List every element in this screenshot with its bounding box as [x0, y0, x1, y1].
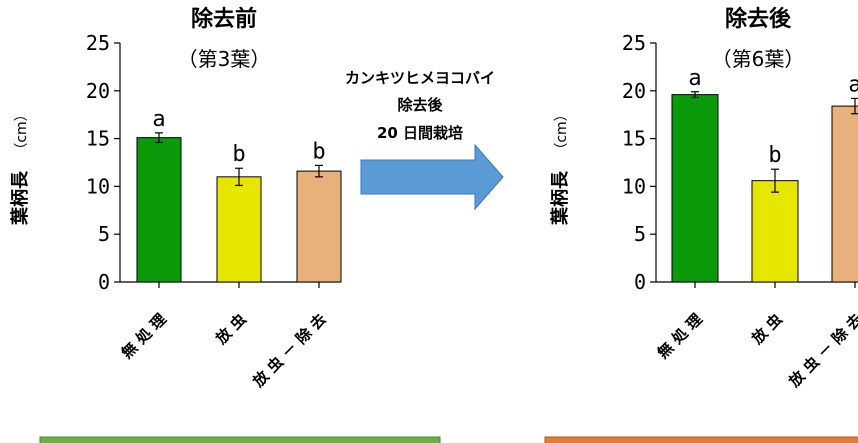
y-axis-label: 葉柄長	[550, 170, 571, 226]
removal-arrow-annotation: カンキツヒメヨコバイ 除去後 20 日間栽培	[345, 69, 504, 211]
bar	[671, 94, 719, 283]
y-tick-label: 0	[98, 270, 110, 294]
chart-subtitle: （第3葉）	[178, 47, 271, 71]
x-tick-label: 放 虫	[747, 310, 785, 348]
bar	[296, 170, 342, 283]
footer-panel	[544, 436, 858, 443]
chart-after-removal: 除去後 （第6葉） 葉柄長 （cm） 0 5 10 15 20 25 a b a 無 処 理 放…	[544, 6, 858, 443]
x-tick-label: 放 虫	[211, 310, 249, 348]
y-axis-unit: （cm）	[554, 107, 570, 156]
x-tick-label: 放 虫 － 除 去	[785, 310, 858, 391]
bar	[216, 176, 262, 283]
y-tick-label: 20	[86, 79, 110, 103]
x-tick-label: 放 虫 － 除 去	[249, 310, 330, 391]
significance-letter: b	[768, 143, 781, 168]
chart-subtitle: （第6葉）	[712, 47, 805, 71]
y-tick-label: 0	[634, 270, 646, 294]
y-tick-label: 10	[86, 174, 110, 198]
arrow-text-line2: 除去後	[397, 96, 443, 114]
y-tick-label: 25	[86, 31, 110, 55]
x-tick-label: 無 処 理	[118, 310, 170, 362]
significance-letter: b	[312, 139, 325, 164]
y-axis-unit: （cm）	[14, 107, 30, 156]
chart-title: 除去前	[191, 6, 257, 32]
bar	[831, 105, 858, 283]
y-tick-label: 5	[98, 222, 110, 246]
significance-letter: a	[848, 72, 858, 97]
chart-before-removal: 除去前 （第3葉） 葉柄長 （cm） 0 5 10 15 20 25 a b b 無 処 理 放…	[10, 6, 441, 443]
footer-panel	[39, 436, 441, 443]
arrow-text-line3: 20 日間栽培	[377, 124, 463, 142]
y-tick-label: 15	[86, 127, 110, 151]
y-axis-label: 葉柄長	[10, 170, 31, 226]
significance-letter: a	[688, 66, 701, 91]
bar	[136, 137, 182, 283]
y-tick-label: 15	[622, 127, 646, 151]
significance-letter: b	[232, 142, 245, 167]
right-arrow-icon	[360, 143, 504, 211]
y-tick-label: 5	[634, 222, 646, 246]
x-tick-label: 無 処 理	[654, 310, 706, 362]
arrow-text-line1: カンキツヒメヨコバイ	[345, 69, 495, 87]
y-tick-label: 20	[622, 79, 646, 103]
significance-letter: a	[152, 107, 165, 132]
chart-title: 除去後	[725, 6, 792, 32]
y-tick-label: 10	[622, 174, 646, 198]
bar	[751, 180, 799, 283]
y-tick-label: 25	[622, 31, 646, 55]
